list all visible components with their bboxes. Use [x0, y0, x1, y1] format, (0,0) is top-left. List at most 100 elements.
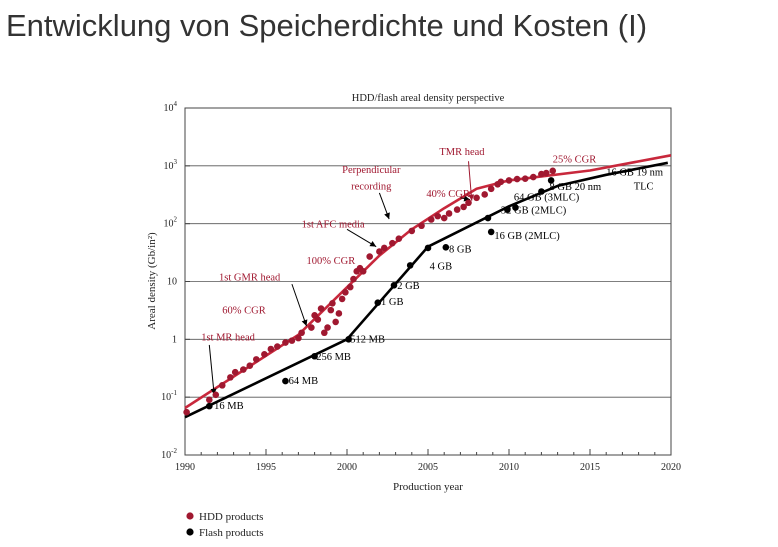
- hdd-products-point: [288, 337, 296, 344]
- annotation-100-cgr: 100% CGR: [307, 256, 356, 267]
- flash-products-point: [424, 244, 432, 252]
- hdd-products-point: [252, 356, 260, 363]
- arrow-1st-mr-head: [210, 388, 217, 395]
- hdd-products-point: [434, 212, 442, 220]
- hdd-products-point: [440, 214, 448, 222]
- annotation-512-mb: 512 MB: [350, 335, 385, 346]
- hdd-products-point: [282, 339, 289, 346]
- hdd-products-point: [497, 178, 505, 186]
- hdd-products-point: [342, 289, 349, 296]
- hdd-products-point: [427, 216, 435, 223]
- hdd-products-point: [212, 391, 220, 399]
- hdd-products-point: [346, 283, 354, 291]
- hdd-products-point: [418, 222, 425, 230]
- flash-products-point: [442, 244, 450, 251]
- annotation-perpendicular: Perpendicular: [342, 165, 401, 176]
- legend-swatch-flash: [186, 528, 194, 536]
- x-tick-label: 2000: [337, 462, 357, 473]
- legend: HDD products Flash products: [186, 511, 263, 539]
- hdd-products-point: [261, 351, 268, 358]
- y-tick-label: 10-2: [161, 447, 177, 461]
- hdd-trend-line: [184, 154, 672, 410]
- annotation-1-gb: 1 GB: [381, 297, 403, 308]
- hdd-products-point: [206, 396, 213, 404]
- hdd-products-point: [359, 268, 367, 275]
- arrow-1st-gmr: [291, 283, 307, 327]
- chart-title: HDD/flash areal density perspective: [352, 93, 505, 104]
- hdd-products-point: [549, 167, 557, 175]
- annotation-1st-mr-head: 1st MR head: [201, 333, 255, 344]
- annotation-tlc: TLC: [634, 181, 654, 192]
- flash-products-point: [504, 206, 511, 213]
- hdd-products-point: [329, 299, 336, 307]
- hdd-products-point: [505, 177, 513, 184]
- legend-label-hdd: HDD products: [199, 511, 263, 523]
- annotation-4-gb: 4 GB: [430, 262, 452, 273]
- flash-trend-line: [184, 161, 669, 419]
- annotation-1st-gmr-head: 1st GMR head: [219, 272, 281, 283]
- hdd-products-point: [321, 329, 328, 337]
- annotation-25-cgr: 25% CGR: [553, 154, 596, 165]
- flash-products-point: [512, 204, 519, 211]
- annotation-60-cgr: 60% CGR: [222, 305, 265, 316]
- arrow-1st-afc-head: [369, 241, 377, 247]
- hdd-products-point: [395, 235, 403, 242]
- hdd-products-point: [218, 382, 226, 389]
- flash-products-point: [345, 336, 352, 343]
- hdd-products-point: [295, 334, 302, 342]
- y-tick-label: 104: [164, 100, 178, 114]
- y-tick-label: 102: [164, 216, 178, 230]
- hdd-products-point: [445, 210, 453, 217]
- hdd-products-point: [521, 175, 529, 182]
- hdd-products-point: [335, 310, 343, 317]
- annotation-16-mb: 16 MB: [214, 401, 243, 412]
- arrow-tmr-head: [468, 161, 473, 201]
- hdd-products-point: [350, 275, 357, 283]
- hdd-products-point: [274, 343, 281, 350]
- annotation-1st-afc-media: 1st AFC media: [302, 220, 365, 231]
- x-tick-label: 2010: [499, 462, 519, 473]
- x-tick-label: 1995: [256, 462, 276, 473]
- flash-products-point: [484, 214, 492, 222]
- hdd-products-point: [240, 366, 247, 373]
- hdd-products-point: [267, 345, 275, 353]
- hdd-products-point: [530, 173, 537, 181]
- flash-products-point: [538, 188, 545, 195]
- flash-products-point: [374, 299, 382, 306]
- hdd-products-point: [298, 329, 305, 337]
- hdd-products-point: [332, 318, 339, 326]
- flash-products-point: [311, 352, 318, 360]
- annotation-16-gb-19-nm: 16 GB 19 nm: [606, 168, 663, 179]
- slide-title: Entwicklung von Speicherdichte und Koste…: [6, 8, 648, 43]
- hdd-products-point: [542, 169, 550, 177]
- legend-label-flash: Flash products: [199, 527, 263, 539]
- annotation-64-mb: 64 MB: [289, 376, 318, 387]
- hdd-products-point: [338, 295, 346, 303]
- hdd-products-point: [231, 368, 239, 376]
- hdd-products-point: [317, 305, 325, 312]
- hdd-products-point: [380, 244, 388, 252]
- annotation-8-gb: 8 GB: [449, 244, 471, 255]
- arrow-tmr-head-head: [468, 194, 475, 201]
- x-tick-label: 1990: [175, 462, 195, 473]
- x-tick-label: 2020: [661, 462, 681, 473]
- hdd-products-point: [453, 206, 461, 213]
- annotation-2-gb: 2 GB: [397, 281, 419, 292]
- flash-products-point: [206, 402, 213, 410]
- hdd-products-point: [460, 203, 467, 211]
- flash-products-point: [547, 177, 555, 184]
- annotation-64-gb-3mlc: 64 GB (3MLC): [514, 193, 580, 204]
- hdd-products-point: [183, 408, 190, 416]
- flash-products-point: [390, 281, 398, 289]
- legend-swatch-hdd: [186, 512, 194, 520]
- annotation-8-gb-20-nm: 8 GB 20 nm: [550, 182, 602, 193]
- y-tick-label: 10-1: [161, 389, 177, 403]
- arrow-1st-mr: [208, 344, 215, 395]
- hdd-products-point: [246, 362, 254, 370]
- hdd-products-point: [376, 248, 383, 255]
- annotation-16-gb-2mlc: 16 GB (2MLC): [494, 231, 560, 242]
- hdd-products-point: [473, 194, 480, 202]
- hdd-products-point: [308, 324, 315, 331]
- hdd-products-point: [408, 227, 416, 235]
- hdd-products-point: [314, 316, 322, 323]
